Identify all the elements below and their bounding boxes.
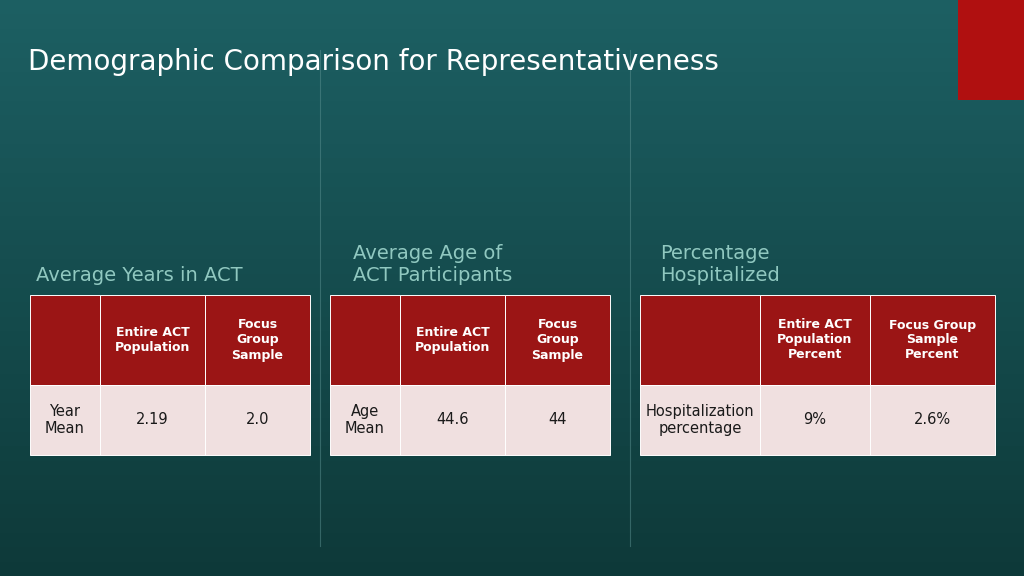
- Bar: [0, 202, 1024, 216]
- Bar: [640, 295, 760, 385]
- Bar: [0, 245, 1024, 259]
- Bar: [760, 295, 870, 385]
- Bar: [0, 475, 1024, 490]
- Bar: [958, 0, 1024, 100]
- Bar: [0, 403, 1024, 418]
- Bar: [505, 295, 610, 385]
- Text: Percentage
Hospitalized: Percentage Hospitalized: [660, 244, 780, 285]
- Bar: [0, 144, 1024, 158]
- Bar: [0, 86, 1024, 101]
- Bar: [870, 385, 995, 455]
- Text: Age
Mean: Age Mean: [345, 404, 385, 436]
- Bar: [0, 374, 1024, 389]
- Bar: [0, 490, 1024, 504]
- Bar: [0, 533, 1024, 547]
- Bar: [0, 360, 1024, 374]
- Bar: [760, 385, 870, 455]
- Bar: [0, 346, 1024, 360]
- Text: Entire ACT
Population
Percent: Entire ACT Population Percent: [777, 319, 853, 362]
- Bar: [100, 385, 205, 455]
- Bar: [330, 295, 400, 385]
- Bar: [400, 385, 505, 455]
- Text: Year
Mean: Year Mean: [45, 404, 85, 436]
- Bar: [205, 295, 310, 385]
- Bar: [0, 547, 1024, 562]
- Bar: [870, 295, 995, 385]
- Bar: [0, 187, 1024, 202]
- Bar: [0, 101, 1024, 115]
- Bar: [0, 389, 1024, 403]
- Bar: [0, 72, 1024, 86]
- Text: Focus Group
Sample
Percent: Focus Group Sample Percent: [889, 319, 976, 362]
- Bar: [30, 385, 100, 455]
- Bar: [400, 295, 505, 385]
- Bar: [100, 295, 205, 385]
- Bar: [0, 446, 1024, 461]
- Bar: [0, 216, 1024, 230]
- Bar: [640, 385, 760, 455]
- Bar: [0, 130, 1024, 144]
- Text: Focus
Group
Sample: Focus Group Sample: [231, 319, 284, 362]
- Bar: [0, 562, 1024, 576]
- Text: Entire ACT
Population: Entire ACT Population: [115, 326, 190, 354]
- Text: 44: 44: [548, 412, 566, 427]
- Text: Demographic Comparison for Representativeness: Demographic Comparison for Representativ…: [28, 48, 719, 76]
- Text: 2.0: 2.0: [246, 412, 269, 427]
- Bar: [505, 385, 610, 455]
- Bar: [0, 230, 1024, 245]
- Bar: [30, 295, 100, 385]
- Bar: [0, 43, 1024, 58]
- Bar: [0, 317, 1024, 331]
- Text: Focus
Group
Sample: Focus Group Sample: [531, 319, 584, 362]
- Bar: [0, 504, 1024, 518]
- Text: Hospitalization
percentage: Hospitalization percentage: [646, 404, 755, 436]
- Bar: [0, 115, 1024, 130]
- Text: Entire ACT
Population: Entire ACT Population: [415, 326, 490, 354]
- Bar: [0, 0, 1024, 14]
- Bar: [0, 274, 1024, 288]
- Bar: [0, 173, 1024, 187]
- Text: Average Years in ACT: Average Years in ACT: [36, 266, 243, 285]
- Bar: [0, 259, 1024, 274]
- Text: 44.6: 44.6: [436, 412, 469, 427]
- Bar: [0, 288, 1024, 302]
- Bar: [0, 518, 1024, 533]
- Text: 9%: 9%: [804, 412, 826, 427]
- Bar: [330, 385, 400, 455]
- Bar: [0, 418, 1024, 432]
- Bar: [0, 58, 1024, 72]
- Bar: [0, 432, 1024, 446]
- Bar: [0, 29, 1024, 43]
- Bar: [0, 302, 1024, 317]
- Text: Average Age of
ACT Participants: Average Age of ACT Participants: [353, 244, 513, 285]
- Bar: [0, 331, 1024, 346]
- Bar: [0, 158, 1024, 173]
- Text: 2.19: 2.19: [136, 412, 169, 427]
- Bar: [0, 461, 1024, 475]
- Bar: [0, 14, 1024, 29]
- Text: 2.6%: 2.6%: [914, 412, 951, 427]
- Bar: [205, 385, 310, 455]
